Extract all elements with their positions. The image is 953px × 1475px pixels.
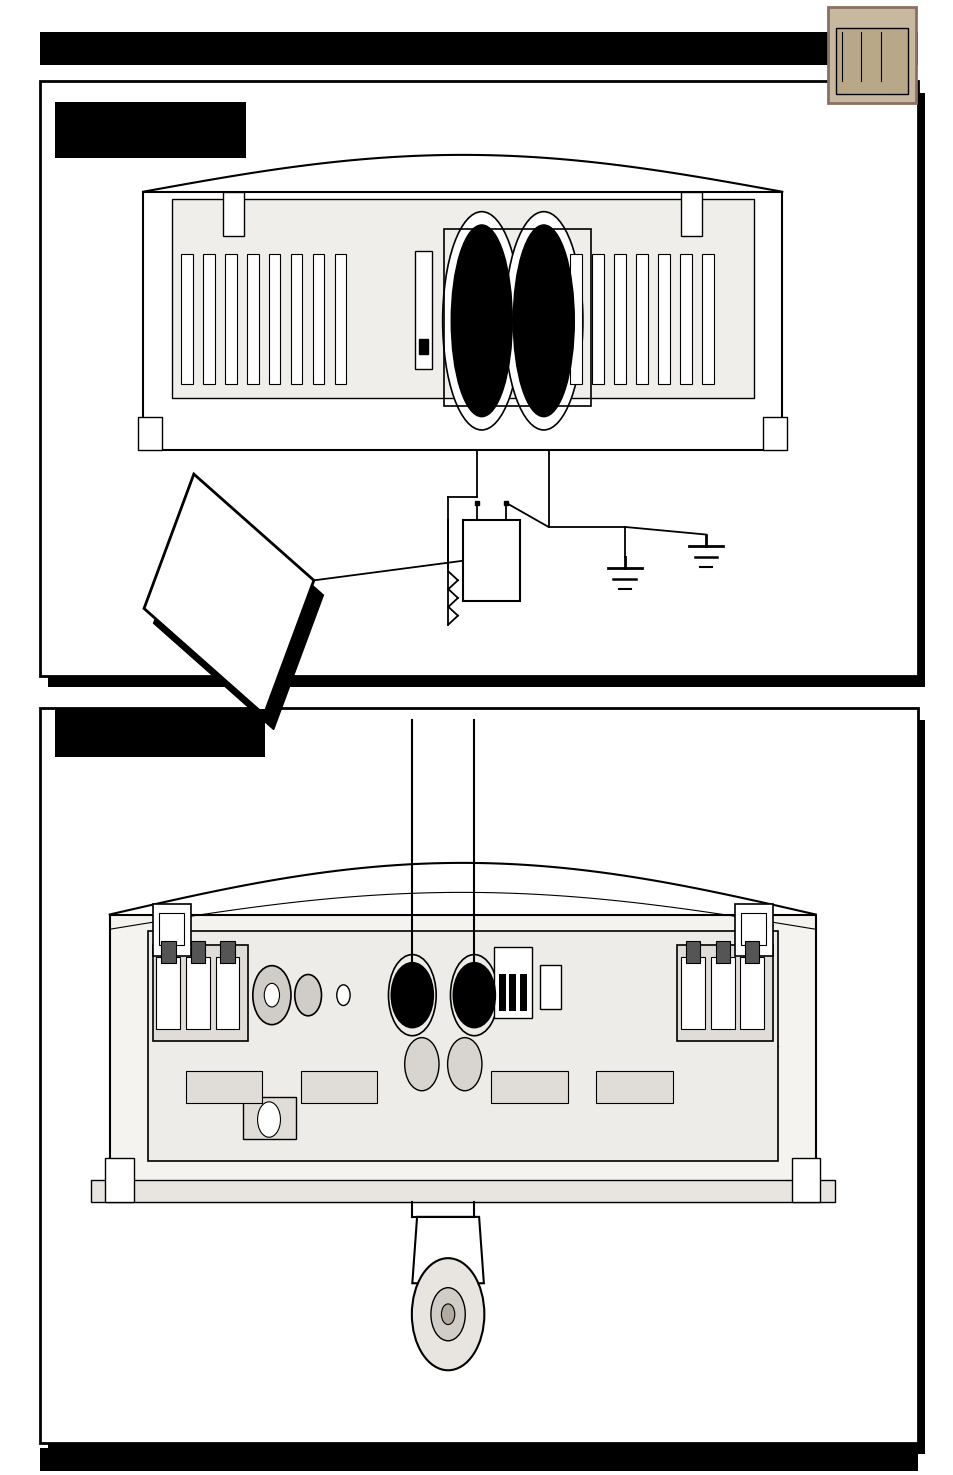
- Bar: [418, 339, 428, 354]
- Bar: [181, 254, 193, 384]
- Bar: [40, 1448, 917, 1471]
- Bar: [740, 913, 765, 945]
- Polygon shape: [153, 488, 323, 730]
- Bar: [186, 1071, 262, 1103]
- Bar: [827, 7, 915, 103]
- Bar: [291, 254, 302, 384]
- Bar: [138, 417, 162, 450]
- Bar: [243, 1097, 295, 1139]
- Bar: [835, 28, 907, 94]
- Bar: [715, 941, 729, 963]
- Bar: [148, 931, 777, 1161]
- Bar: [203, 254, 214, 384]
- Circle shape: [447, 1037, 481, 1090]
- Bar: [701, 254, 713, 384]
- Bar: [710, 957, 734, 1030]
- Bar: [494, 947, 532, 1018]
- Bar: [247, 254, 258, 384]
- Bar: [223, 192, 244, 236]
- Bar: [48, 720, 924, 1454]
- Bar: [220, 941, 234, 963]
- Circle shape: [257, 1102, 280, 1137]
- Bar: [40, 32, 917, 65]
- Bar: [596, 1071, 672, 1103]
- Circle shape: [453, 963, 495, 1028]
- Ellipse shape: [513, 224, 574, 416]
- Bar: [215, 957, 239, 1030]
- Circle shape: [412, 1258, 484, 1370]
- Bar: [152, 945, 248, 1041]
- Polygon shape: [144, 473, 314, 715]
- Bar: [225, 254, 236, 384]
- Ellipse shape: [504, 211, 582, 431]
- Bar: [685, 941, 700, 963]
- Bar: [40, 81, 917, 676]
- Bar: [55, 102, 246, 158]
- Ellipse shape: [451, 224, 512, 416]
- Bar: [415, 251, 432, 369]
- Bar: [658, 254, 669, 384]
- Bar: [110, 914, 815, 1202]
- Polygon shape: [412, 1217, 483, 1283]
- Bar: [509, 975, 516, 1012]
- Bar: [156, 957, 180, 1030]
- Bar: [680, 957, 704, 1030]
- Bar: [614, 254, 625, 384]
- Circle shape: [441, 1304, 455, 1325]
- Bar: [91, 1180, 834, 1202]
- Bar: [55, 709, 265, 757]
- Bar: [539, 965, 560, 1009]
- Bar: [734, 904, 772, 956]
- Text: i: i: [268, 1118, 270, 1127]
- Circle shape: [391, 963, 433, 1028]
- Bar: [570, 254, 581, 384]
- Bar: [313, 254, 324, 384]
- Bar: [40, 708, 917, 1443]
- Bar: [683, 201, 699, 227]
- Bar: [143, 192, 781, 450]
- Bar: [269, 254, 280, 384]
- Bar: [161, 941, 175, 963]
- Bar: [191, 941, 205, 963]
- Bar: [548, 254, 559, 384]
- Bar: [679, 254, 691, 384]
- Bar: [519, 975, 526, 1012]
- Circle shape: [431, 1288, 465, 1341]
- Bar: [335, 254, 346, 384]
- Bar: [680, 192, 701, 236]
- Bar: [491, 1071, 567, 1103]
- Bar: [636, 254, 647, 384]
- Bar: [152, 904, 191, 956]
- Circle shape: [253, 966, 291, 1025]
- Bar: [443, 229, 591, 406]
- Bar: [462, 521, 519, 602]
- Bar: [740, 957, 763, 1030]
- Bar: [300, 1071, 376, 1103]
- Bar: [159, 913, 184, 945]
- Bar: [105, 1158, 133, 1202]
- Circle shape: [336, 985, 350, 1006]
- Bar: [744, 941, 759, 963]
- Bar: [592, 254, 603, 384]
- Bar: [48, 93, 924, 687]
- Bar: [498, 975, 505, 1012]
- Circle shape: [404, 1037, 438, 1090]
- Bar: [791, 1158, 820, 1202]
- Bar: [186, 957, 210, 1030]
- Bar: [172, 199, 753, 398]
- Bar: [677, 945, 772, 1041]
- Bar: [762, 417, 786, 450]
- Circle shape: [264, 984, 279, 1007]
- Circle shape: [294, 975, 321, 1016]
- Bar: [226, 201, 241, 227]
- Ellipse shape: [442, 211, 520, 431]
